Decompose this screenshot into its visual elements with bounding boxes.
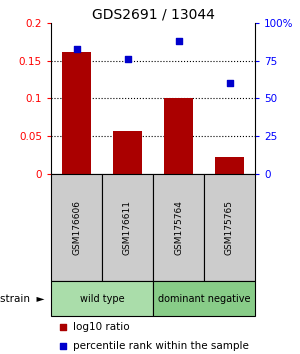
Bar bbox=[204, 174, 255, 281]
Bar bbox=[113, 131, 142, 174]
Text: log10 ratio: log10 ratio bbox=[74, 322, 130, 332]
Text: GSM176606: GSM176606 bbox=[72, 200, 81, 255]
Text: strain  ►: strain ► bbox=[0, 294, 44, 304]
Bar bbox=[153, 281, 255, 316]
Bar bbox=[102, 174, 153, 281]
Point bbox=[74, 46, 79, 51]
Text: GSM175764: GSM175764 bbox=[174, 200, 183, 255]
Point bbox=[227, 80, 232, 86]
Text: GSM176611: GSM176611 bbox=[123, 200, 132, 255]
Point bbox=[262, 86, 267, 91]
Bar bbox=[164, 98, 193, 174]
Point bbox=[176, 38, 181, 44]
Point bbox=[125, 56, 130, 62]
Bar bbox=[62, 52, 91, 174]
Bar bbox=[215, 157, 244, 174]
Point bbox=[262, 257, 267, 263]
Bar bbox=[153, 174, 204, 281]
Text: GSM175765: GSM175765 bbox=[225, 200, 234, 255]
Text: percentile rank within the sample: percentile rank within the sample bbox=[74, 341, 249, 351]
Text: dominant negative: dominant negative bbox=[158, 294, 250, 304]
Text: wild type: wild type bbox=[80, 294, 124, 304]
Title: GDS2691 / 13044: GDS2691 / 13044 bbox=[92, 8, 214, 22]
Bar bbox=[51, 281, 153, 316]
Bar bbox=[51, 174, 102, 281]
